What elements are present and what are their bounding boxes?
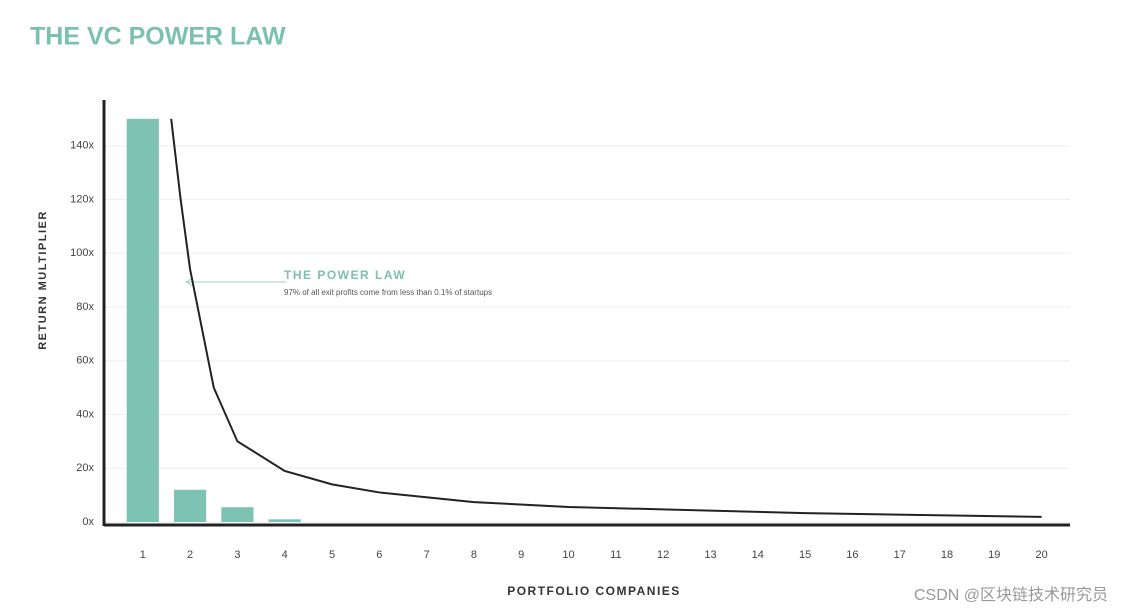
x-tick-label: 8 [471, 549, 477, 561]
bar [126, 118, 159, 523]
y-tick-label: 40x [76, 408, 94, 420]
y-tick-label: 0x [82, 516, 94, 528]
bar [221, 507, 254, 522]
x-tick-label: 7 [424, 549, 430, 561]
x-tick-label: 17 [894, 549, 906, 561]
y-tick-label: 20x [76, 462, 94, 474]
x-tick-label: 14 [752, 549, 764, 561]
bar [174, 489, 207, 522]
x-tick-label: 4 [282, 549, 288, 561]
annotation-text: 97% of all exit profits come from less t… [284, 288, 492, 297]
x-tick-label: 1 [140, 549, 146, 561]
watermark: CSDN @区块链技术研究员 [914, 586, 1108, 604]
x-tick-label: 12 [657, 549, 669, 561]
x-tick-label: 11 [610, 549, 621, 561]
y-tick-label: 140x [70, 140, 94, 152]
x-tick-label: 9 [518, 549, 524, 561]
x-tick-label: 15 [799, 549, 811, 561]
y-tick-label: 80x [76, 301, 94, 313]
x-tick-label: 3 [234, 549, 240, 561]
x-tick-label: 16 [846, 549, 858, 561]
y-axis-label: RETURN MULTIPLIER [37, 210, 49, 350]
x-tick-label: 5 [329, 549, 335, 561]
bar [268, 519, 301, 522]
x-tick-label: 19 [988, 549, 1000, 561]
x-tick-label: 18 [941, 549, 953, 561]
y-tick-label: 60x [76, 355, 94, 367]
power-law-curve [170, 118, 1042, 518]
x-tick-label: 20 [1035, 549, 1047, 561]
x-tick-label: 13 [704, 549, 716, 561]
arrow-head [184, 277, 194, 287]
x-tick-label: 10 [562, 549, 574, 561]
annotation-title: THE POWER LAW [284, 268, 406, 282]
y-tick-label: 100x [70, 247, 94, 259]
y-tick-label: 120x [70, 193, 94, 205]
chart-title: THE VC POWER LAW [30, 23, 286, 51]
x-axis-label: PORTFOLIO COMPANIES [507, 584, 681, 598]
x-tick-label: 6 [376, 549, 382, 561]
x-tick-label: 2 [187, 549, 193, 561]
